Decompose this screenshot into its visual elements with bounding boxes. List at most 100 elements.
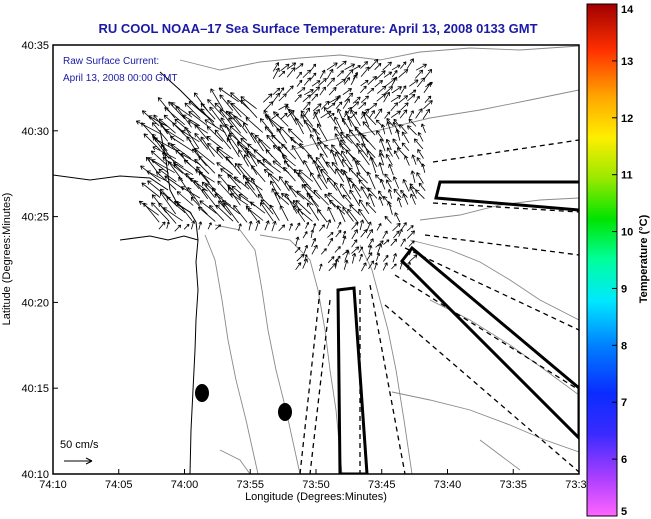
current-vector [335, 101, 343, 110]
current-vector [194, 180, 209, 200]
current-vector [251, 165, 266, 183]
current-vector [379, 149, 385, 158]
current-vector [327, 102, 336, 109]
current-vector [219, 109, 234, 127]
current-vector [174, 224, 182, 232]
current-vector [178, 176, 194, 199]
current-vector [384, 215, 392, 224]
current-vector [350, 73, 358, 85]
current-vector [422, 108, 430, 120]
current-vector [230, 102, 249, 119]
radar-sector-lines [299, 139, 579, 474]
current-vector [393, 118, 401, 127]
current-vector [175, 105, 192, 128]
current-vector [238, 194, 256, 207]
current-vector [378, 196, 384, 206]
current-vector [348, 167, 361, 181]
current-vector [360, 61, 369, 69]
current-vector [409, 89, 417, 96]
current-vector [169, 136, 193, 152]
current-vector [259, 118, 274, 135]
current-vector [376, 223, 382, 231]
current-vector [361, 262, 367, 272]
current-vector [360, 66, 370, 77]
current-vector [264, 220, 270, 231]
current-vector [346, 133, 360, 151]
current-vector [310, 72, 317, 80]
current-vector [351, 252, 357, 264]
y-tick-label: 40:15 [21, 383, 49, 395]
current-vector [350, 101, 360, 110]
current-vector [162, 156, 184, 174]
current-vector [200, 108, 217, 128]
current-vector [319, 263, 323, 272]
current-vector [358, 208, 369, 224]
y-axis: 40:10 40:15 40:20 40:25 40:30 40:35 [21, 40, 58, 481]
current-vector [302, 101, 311, 111]
x-tick-label: 73:50 [302, 479, 330, 491]
current-vector [227, 173, 242, 190]
current-vector [385, 153, 393, 166]
current-vector [215, 224, 222, 230]
current-vector [413, 138, 424, 150]
current-vector [184, 102, 201, 119]
current-vector [214, 129, 232, 150]
current-vector [359, 253, 363, 262]
current-vector [187, 120, 209, 134]
current-vector [317, 165, 328, 184]
current-vector [347, 208, 359, 224]
current-vector [216, 162, 234, 175]
current-vector [358, 199, 370, 215]
y-tick-label: 40:30 [21, 126, 49, 138]
current-vector [151, 202, 170, 222]
colorbar-tick-label: 6 [621, 454, 627, 466]
current-vector [390, 95, 402, 103]
current-vector [295, 222, 301, 231]
current-vector [188, 101, 209, 118]
current-vector [315, 156, 329, 174]
current-vector [320, 248, 327, 255]
current-vector [358, 102, 367, 110]
y-tick-label: 40:20 [21, 297, 49, 309]
colorbar-tick-label: 12 [621, 113, 633, 125]
current-vector [423, 100, 433, 110]
current-vector [176, 201, 193, 221]
bathymetry-contours [179, 45, 579, 474]
current-vector [146, 170, 169, 183]
current-vector [180, 186, 201, 199]
current-vector [366, 228, 373, 239]
current-vector [298, 169, 314, 182]
current-vector [204, 119, 226, 134]
current-vector [352, 156, 361, 175]
current-vector [278, 224, 286, 232]
current-vector [343, 170, 352, 190]
current-vector [415, 189, 425, 199]
current-vector [219, 124, 232, 144]
current-vector [342, 230, 347, 238]
current-vector [228, 111, 249, 126]
current-vector [215, 204, 234, 222]
current-vector [247, 207, 264, 221]
current-vector [295, 262, 302, 271]
current-vector [386, 179, 392, 189]
current-vector [334, 126, 346, 144]
current-vector [229, 125, 248, 141]
current-vector [390, 102, 399, 111]
current-vector [256, 159, 274, 174]
current-vector [383, 239, 390, 245]
current-vector [216, 148, 233, 166]
current-vector [366, 252, 373, 261]
current-vector [253, 149, 272, 165]
current-vector [356, 172, 368, 184]
current-vector [411, 154, 417, 165]
current-vector [343, 259, 349, 270]
current-vector [317, 123, 328, 142]
current-vector [278, 87, 285, 96]
current-vector [379, 138, 386, 152]
current-vector [368, 102, 378, 111]
plot-background [53, 45, 579, 474]
current-vector [280, 112, 288, 120]
current-vector [311, 237, 317, 247]
current-vector [335, 168, 345, 183]
